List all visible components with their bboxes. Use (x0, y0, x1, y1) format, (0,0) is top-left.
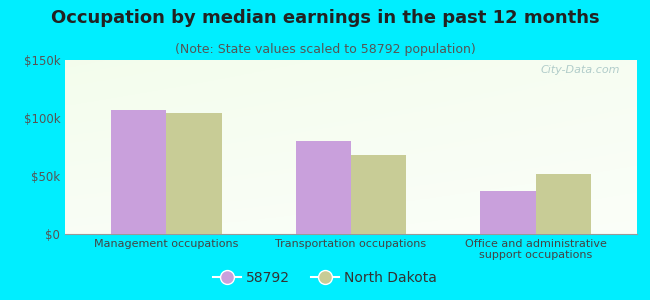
Text: (Note: State values scaled to 58792 population): (Note: State values scaled to 58792 popu… (175, 44, 475, 56)
Bar (296, 141, 351, 234)
Bar (351, 155, 406, 234)
Text: City-Data.com: City-Data.com (540, 65, 620, 75)
Bar (166, 113, 222, 234)
Bar (480, 191, 536, 234)
Bar (536, 174, 591, 234)
Text: Occupation by median earnings in the past 12 months: Occupation by median earnings in the pas… (51, 9, 599, 27)
Bar (111, 110, 166, 234)
Legend: 58792, North Dakota: 58792, North Dakota (207, 265, 443, 290)
